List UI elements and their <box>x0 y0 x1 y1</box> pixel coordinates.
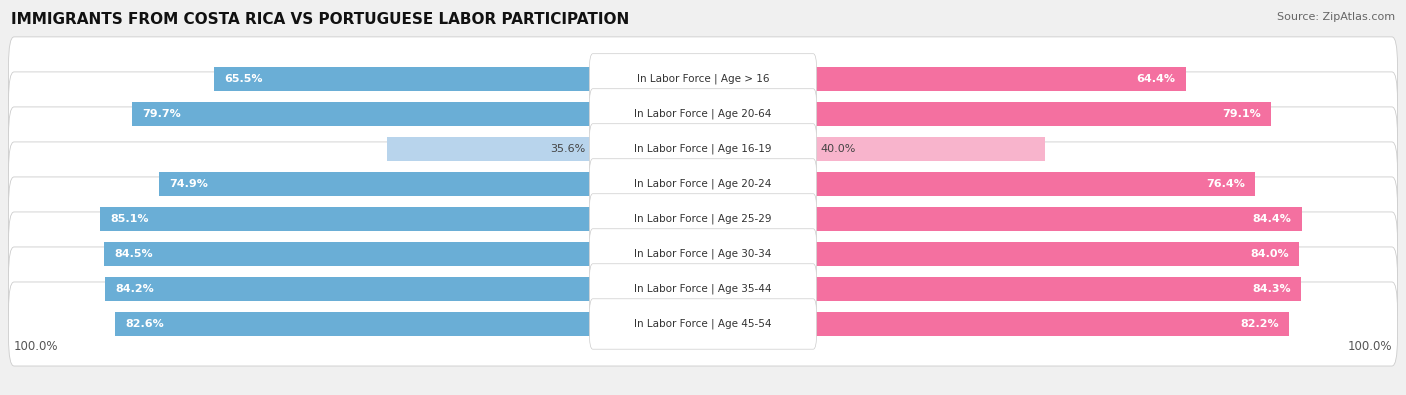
FancyBboxPatch shape <box>589 124 817 174</box>
Text: 84.5%: 84.5% <box>114 249 153 259</box>
Bar <box>813 102 1271 126</box>
FancyBboxPatch shape <box>8 247 1398 331</box>
FancyBboxPatch shape <box>589 229 817 279</box>
Text: 65.5%: 65.5% <box>224 74 263 84</box>
Bar <box>813 172 1256 196</box>
FancyBboxPatch shape <box>8 72 1398 156</box>
Bar <box>813 312 1289 336</box>
Bar <box>813 67 1185 91</box>
Text: 79.1%: 79.1% <box>1222 109 1261 119</box>
Bar <box>105 277 593 301</box>
Bar <box>813 242 1299 266</box>
FancyBboxPatch shape <box>589 159 817 209</box>
FancyBboxPatch shape <box>589 89 817 139</box>
FancyBboxPatch shape <box>8 212 1398 296</box>
Text: 40.0%: 40.0% <box>820 144 855 154</box>
Text: 35.6%: 35.6% <box>551 144 586 154</box>
Legend: Immigrants from Costa Rica, Portuguese: Immigrants from Costa Rica, Portuguese <box>544 394 862 395</box>
Text: In Labor Force | Age 16-19: In Labor Force | Age 16-19 <box>634 144 772 154</box>
FancyBboxPatch shape <box>8 37 1398 121</box>
Bar <box>100 207 593 231</box>
FancyBboxPatch shape <box>8 282 1398 366</box>
Text: In Labor Force | Age 45-54: In Labor Force | Age 45-54 <box>634 319 772 329</box>
Text: 76.4%: 76.4% <box>1206 179 1246 189</box>
Text: In Labor Force | Age 20-64: In Labor Force | Age 20-64 <box>634 109 772 119</box>
Bar <box>813 207 1302 231</box>
Bar <box>214 67 593 91</box>
Text: In Labor Force | Age 25-29: In Labor Force | Age 25-29 <box>634 214 772 224</box>
Text: In Labor Force | Age > 16: In Labor Force | Age > 16 <box>637 73 769 84</box>
Bar <box>115 312 593 336</box>
Text: In Labor Force | Age 20-24: In Labor Force | Age 20-24 <box>634 179 772 189</box>
Text: 82.2%: 82.2% <box>1240 319 1278 329</box>
FancyBboxPatch shape <box>589 299 817 349</box>
Bar <box>159 172 593 196</box>
Text: 84.3%: 84.3% <box>1253 284 1291 294</box>
Bar <box>387 137 593 161</box>
Text: 64.4%: 64.4% <box>1136 74 1175 84</box>
FancyBboxPatch shape <box>8 177 1398 261</box>
Bar <box>104 242 593 266</box>
Text: 84.4%: 84.4% <box>1253 214 1291 224</box>
Text: 79.7%: 79.7% <box>142 109 180 119</box>
Text: 100.0%: 100.0% <box>14 340 59 353</box>
Text: 74.9%: 74.9% <box>170 179 208 189</box>
Text: In Labor Force | Age 30-34: In Labor Force | Age 30-34 <box>634 249 772 259</box>
FancyBboxPatch shape <box>589 264 817 314</box>
Text: Source: ZipAtlas.com: Source: ZipAtlas.com <box>1277 12 1395 22</box>
FancyBboxPatch shape <box>589 194 817 244</box>
Text: 85.1%: 85.1% <box>111 214 149 224</box>
Text: 84.0%: 84.0% <box>1250 249 1289 259</box>
Text: 82.6%: 82.6% <box>125 319 165 329</box>
Text: In Labor Force | Age 35-44: In Labor Force | Age 35-44 <box>634 284 772 294</box>
FancyBboxPatch shape <box>8 107 1398 191</box>
FancyBboxPatch shape <box>589 54 817 104</box>
FancyBboxPatch shape <box>8 142 1398 226</box>
Bar <box>813 137 1045 161</box>
Bar <box>132 102 593 126</box>
Text: 84.2%: 84.2% <box>115 284 155 294</box>
Bar <box>813 277 1301 301</box>
Text: 100.0%: 100.0% <box>1347 340 1392 353</box>
Text: IMMIGRANTS FROM COSTA RICA VS PORTUGUESE LABOR PARTICIPATION: IMMIGRANTS FROM COSTA RICA VS PORTUGUESE… <box>11 12 630 27</box>
